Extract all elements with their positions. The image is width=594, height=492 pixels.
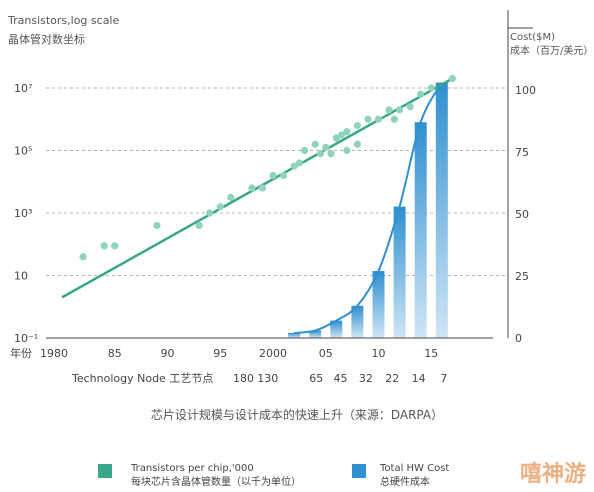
transistor-point xyxy=(295,159,303,167)
left-tick-label: 10⁷ xyxy=(14,82,32,95)
year-tick-label: 10 xyxy=(372,347,386,360)
transistor-point xyxy=(269,171,277,180)
transistor-point xyxy=(279,171,288,180)
cost-bar xyxy=(414,122,427,339)
cost-curve xyxy=(293,82,443,335)
transistor-point xyxy=(353,121,361,130)
transistor-point xyxy=(227,193,235,201)
legend-cost-label: Total HW Cost xyxy=(379,463,449,474)
transistor-point xyxy=(417,90,425,98)
node-tick-label: 7 xyxy=(440,372,447,385)
transistor-point xyxy=(406,103,414,111)
year-axis-ticks: 1980 85 90 95 2000 05 10 15 xyxy=(40,347,438,360)
chart-caption: 芯片设计规模与设计成本的快速上升（来源：DARPA） xyxy=(151,407,443,422)
transistor-points xyxy=(79,75,456,261)
node-tick-label: 130 xyxy=(257,372,278,385)
right-tick-label: 75 xyxy=(515,146,529,159)
transistor-point xyxy=(343,146,351,155)
transistor-point xyxy=(448,75,456,83)
transistor-point xyxy=(322,143,330,151)
year-axis-label: 年份 xyxy=(10,346,32,360)
node-tick-label: 45 xyxy=(334,372,348,385)
left-axis-ticks: 10⁻¹ 10 10³ 10⁵ 10⁷ xyxy=(14,82,38,345)
cost-bar xyxy=(393,206,406,338)
right-tick-label: 0 xyxy=(515,332,522,345)
transistor-point xyxy=(311,140,319,148)
cost-curve-path xyxy=(293,82,443,335)
year-tick-label: 1980 xyxy=(40,347,68,360)
node-tick-label: 14 xyxy=(412,372,426,385)
watermark: 嘻神游 xyxy=(520,461,586,487)
right-tick-label: 25 xyxy=(515,270,529,283)
transistor-point xyxy=(258,184,267,192)
node-axis-label: Technology Node 工艺节点 xyxy=(71,372,213,385)
transistor-point xyxy=(153,221,161,230)
transistor-point xyxy=(290,162,298,170)
cost-bar xyxy=(372,271,385,338)
transistor-point xyxy=(374,115,383,123)
transistor-point xyxy=(301,146,309,155)
cost-bar xyxy=(435,82,448,338)
left-tick-label: 10³ xyxy=(14,207,32,220)
transistor-point xyxy=(248,184,256,192)
right-axis-title: Cost($M) xyxy=(510,32,555,43)
cost-bars xyxy=(288,82,448,339)
transistor-point xyxy=(396,106,404,114)
transistor-point xyxy=(111,242,119,250)
legend-transistors-label: Transistors per chip,'000 xyxy=(130,463,254,474)
transistor-point xyxy=(206,209,214,217)
transistor-point xyxy=(100,242,108,250)
year-tick-label: 85 xyxy=(108,347,122,360)
year-tick-label: 05 xyxy=(319,347,333,360)
transistor-point xyxy=(337,131,346,139)
legend-swatch-cost xyxy=(352,464,366,478)
transistor-point xyxy=(195,221,203,230)
trend-line xyxy=(61,77,453,299)
transistor-point xyxy=(343,128,351,136)
transistor-point xyxy=(390,115,398,123)
legend-transistors-label-cn: 每块芯片含晶体管数量（以千为单位） xyxy=(131,475,301,488)
transistor-trend xyxy=(61,77,453,299)
year-tick-label: 90 xyxy=(161,347,175,360)
transistor-point xyxy=(332,134,340,142)
year-tick-label: 15 xyxy=(424,347,438,360)
transistor-point xyxy=(353,140,361,148)
left-tick-label: 10⁻¹ xyxy=(14,332,38,345)
cost-bar xyxy=(330,320,343,338)
node-tick-label: 65 xyxy=(309,372,323,385)
node-tick-label: 22 xyxy=(385,372,399,385)
right-axis-ticks: 0 25 50 75 100 xyxy=(515,84,536,345)
transistor-point xyxy=(385,106,393,114)
node-tick-label: 32 xyxy=(359,372,373,385)
transistor-point xyxy=(216,203,224,211)
transistor-point xyxy=(79,253,87,261)
left-tick-label: 10⁵ xyxy=(14,145,32,158)
left-tick-label: 10 xyxy=(14,270,28,283)
right-axis-subtitle: 成本（百万/美元） xyxy=(510,44,593,57)
left-axis-subtitle: 晶体管对数坐标 xyxy=(8,32,85,46)
cost-bar xyxy=(309,330,322,338)
transistor-point xyxy=(316,150,325,158)
legend-swatch-transistors xyxy=(98,464,112,478)
transistor-point xyxy=(327,150,335,158)
node-axis-ticks: 180 130 65 45 32 22 14 7 xyxy=(233,372,447,385)
right-tick-label: 100 xyxy=(515,84,536,97)
cost-bar xyxy=(288,333,301,338)
transistor-point xyxy=(364,115,372,123)
right-tick-label: 50 xyxy=(515,208,529,221)
year-tick-label: 2000 xyxy=(259,347,287,360)
year-tick-label: 95 xyxy=(213,347,227,360)
left-axis-title: Transistors,log scale xyxy=(7,14,119,27)
cost-bar xyxy=(351,305,364,338)
node-tick-label: 180 xyxy=(233,372,254,385)
legend-cost-label-cn: 总硬件成本 xyxy=(380,475,430,488)
gridlines xyxy=(46,87,505,276)
transistor-point xyxy=(427,84,435,92)
